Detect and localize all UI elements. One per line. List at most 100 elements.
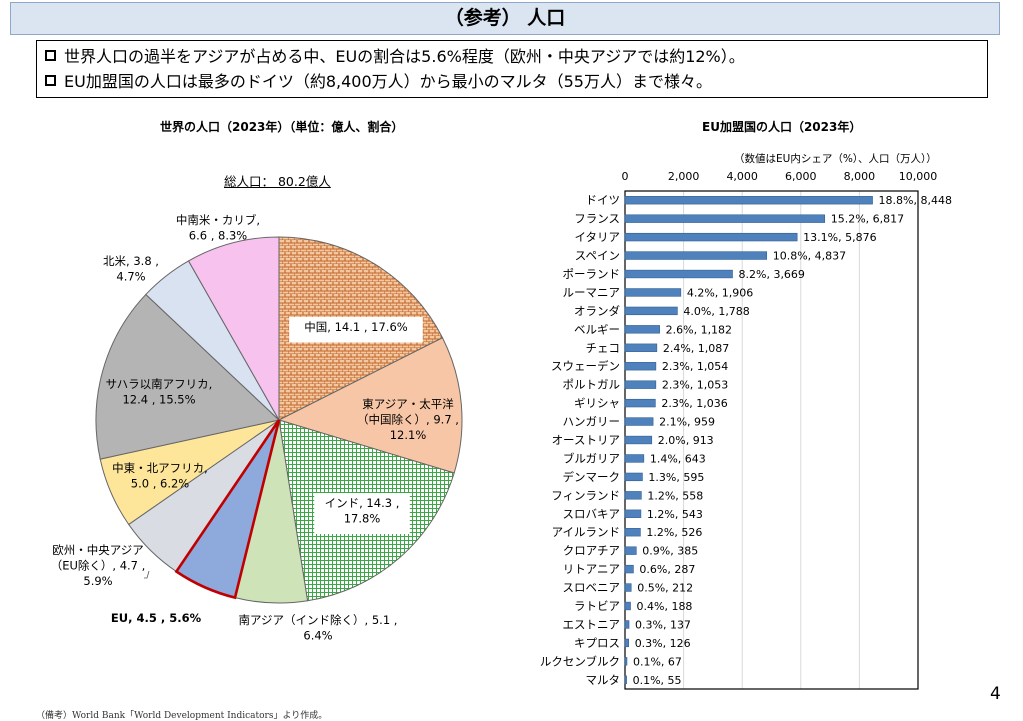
category-label: エストニア	[563, 617, 621, 631]
category-label: スロベニア	[563, 581, 621, 595]
bar-data-label: 13.1%, 5,876	[803, 231, 876, 244]
bar-18	[624, 509, 642, 518]
category-label: スロバキア	[563, 507, 621, 521]
pie-label-text: 欧州・中央アジア	[52, 543, 144, 557]
pie-label-text: インド, 14.3 ,	[325, 496, 400, 510]
category-label: スペイン	[575, 249, 620, 263]
pie-label-text: 4.7%	[116, 270, 145, 284]
category-label: マルタ	[586, 673, 621, 687]
bar-data-label: 18.8%, 8,448	[879, 194, 952, 207]
pie-label-text: 東アジア・太平洋	[362, 397, 454, 411]
bar-data-label: 4.0%, 1,788	[683, 305, 749, 318]
category-label: ハンガリー	[563, 415, 621, 429]
bar-data-label: 2.6%, 1,182	[666, 323, 732, 336]
bar-data-label: 1.2%, 543	[647, 508, 703, 521]
bar-data-label: 0.5%, 212	[637, 582, 693, 595]
summary-bullet-2: EU加盟国の人口は最多のドイツ（約8,400万人）から最小のマルタ（55万人）ま…	[45, 69, 979, 94]
x-tick-label: 8,000	[844, 170, 876, 183]
category-label: ベルギー	[574, 322, 620, 336]
bar-data-label: 2.4%, 1,087	[663, 342, 729, 355]
bar-16	[624, 472, 643, 482]
summary-text-1: 世界人口の過半をアジアが占める中、EUの割合は5.6%程度（欧州・中央アジアでは…	[64, 47, 745, 66]
pie-label-text: 12.1%	[390, 428, 427, 442]
bar-12	[624, 398, 656, 408]
pie-label-text: 中南米・カリブ,	[176, 213, 260, 227]
bar-data-label: 10.8%, 4,837	[773, 250, 846, 263]
bar-20	[624, 546, 637, 555]
pie-label-6: 欧州・中央アジア （EU除く）, 4.7 ,5.9%	[51, 543, 146, 588]
bar-11	[624, 380, 657, 389]
summary-box: 世界人口の過半をアジアが占める中、EUの割合は5.6%程度（欧州・中央アジアでは…	[36, 40, 988, 98]
bar-data-label: 1.2%, 526	[646, 526, 702, 539]
bar-15	[624, 454, 645, 463]
pie-label-text: 12.4 , 15.5%	[122, 393, 195, 407]
pie-label-text: 6.6 , 8.3%	[189, 229, 248, 243]
pie-label-text: 中国, 14.1 , 17.6%	[304, 320, 407, 334]
bar-5	[624, 269, 733, 279]
pie-label-2: 東アジア・太平洋 （中国除く）, 9.7 ,12.1%	[357, 397, 459, 442]
pie-label-box	[289, 317, 423, 343]
bar-10	[624, 362, 657, 371]
summary-text-2: EU加盟国の人口は最多のドイツ（約8,400万人）から最小のマルタ（55万人）ま…	[64, 72, 712, 91]
category-label: ルーマニア	[563, 285, 621, 299]
pie-label-10: 中南米・カリブ, 6.6 , 8.3%	[176, 213, 260, 243]
bar-chart-title: EU加盟国の人口（2023年）	[702, 120, 862, 134]
bar-2	[624, 214, 826, 223]
bar-27	[624, 675, 627, 684]
pie-label-5: EU, 4.5 , 5.6%	[111, 611, 202, 625]
bar-data-label: 1.3%, 595	[648, 471, 704, 484]
bar-6	[624, 288, 682, 297]
category-label: ラトビア	[574, 599, 620, 613]
bar-9	[624, 343, 658, 352]
pie-label-text: 6.4%	[303, 629, 332, 643]
bar-data-label: 2.1%, 959	[659, 416, 715, 429]
bar-7	[624, 306, 678, 316]
page-number: 4	[990, 684, 1001, 704]
bar-17	[624, 491, 642, 500]
bar-14	[624, 435, 653, 445]
category-label: ポルトガル	[563, 378, 621, 392]
pie-total-label: 総人口： 80.2億人	[224, 174, 331, 189]
source-footnote: （備考）World Bank「World Development Indicat…	[36, 711, 328, 721]
pie-slice-10	[187, 236, 280, 422]
pie-label-text: 北米, 3.8 ,	[103, 254, 159, 268]
pie-label-text: 南アジア（インド除く）, 5.1 ,	[239, 613, 398, 627]
pie-label-box	[314, 493, 410, 534]
pie-label-text: サハラ以南アフリカ,	[106, 377, 213, 391]
bar-4	[624, 251, 768, 260]
pie-label-3: インド, 14.3 , 17.8%	[314, 493, 410, 534]
page-title: （参考） 人口	[10, 2, 1000, 35]
bar-data-label: 2.3%, 1,036	[661, 397, 727, 410]
pie-label-text: （EU除く）, 4.7 ,	[51, 559, 146, 573]
pie-label-text: 5.0 , 6.2%	[131, 477, 190, 491]
x-tick-label: 0	[622, 170, 629, 183]
bar-data-label: 1.2%, 558	[647, 489, 703, 502]
pie-label-8: サハラ以南アフリカ, 12.4 , 15.5%	[106, 377, 213, 407]
bar-3	[624, 232, 798, 242]
pie-label-text: （中国除く）, 9.7 ,	[357, 413, 459, 427]
pie-label-text: 中東・北アフリカ,	[112, 461, 208, 475]
bar-26	[624, 657, 628, 666]
bar-data-label: 8.2%, 3,669	[739, 268, 805, 281]
bar-value-note: （数値はEU内シェア（%）、人口（万人））	[734, 153, 937, 165]
category-label: ギリシャ	[574, 396, 620, 410]
bar-data-label: 0.3%, 137	[635, 618, 691, 631]
pie-label-9: 北米, 3.8 , 4.7%	[103, 254, 159, 284]
bar-22	[624, 583, 632, 592]
category-label: ドイツ	[586, 193, 621, 207]
bar-8	[624, 325, 660, 334]
bar-25	[624, 638, 629, 648]
pie-label-7: 中東・北アフリカ, 5.0 , 6.2%	[112, 461, 208, 491]
pie-label-text: EU, 4.5 , 5.6%	[111, 611, 202, 625]
category-label: キプロス	[574, 636, 620, 650]
x-tick-label: 6,000	[785, 170, 817, 183]
square-bullet-icon	[45, 75, 56, 86]
pie-slice-2	[277, 337, 463, 474]
bar-data-label: 0.3%, 126	[635, 637, 691, 650]
category-label: オランダ	[574, 304, 620, 318]
bar-data-label: 0.6%, 287	[639, 563, 695, 576]
pie-label-4: 南アジア（インド除く）, 5.1 , 6.4%	[239, 613, 398, 643]
category-label: オーストリア	[552, 433, 620, 447]
x-tick-label: 4,000	[726, 170, 758, 183]
